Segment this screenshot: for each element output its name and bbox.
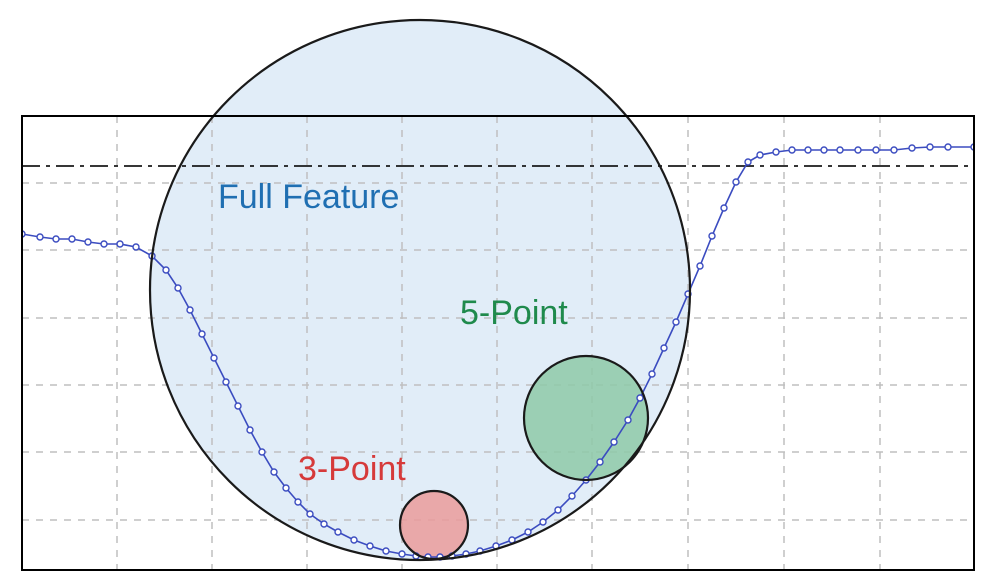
chart-stage: Full Feature 5-Point 3-Point <box>0 0 1000 587</box>
label-3-point: 3-Point <box>298 450 406 489</box>
label-full-feature: Full Feature <box>218 178 399 217</box>
label-5-point: 5-Point <box>460 294 568 333</box>
